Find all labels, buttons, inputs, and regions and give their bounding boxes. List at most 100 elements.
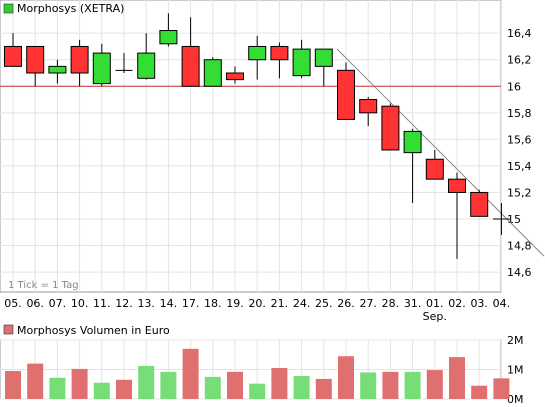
volume-bar — [227, 371, 243, 399]
volume-bar — [93, 382, 110, 399]
candle — [26, 45, 45, 87]
volume-bar — [338, 356, 354, 399]
price-y-tick-label: 15,4 — [507, 160, 532, 173]
volume-bar — [27, 363, 44, 399]
candle — [159, 13, 178, 47]
candle-body-up — [248, 45, 267, 61]
price-legend-swatch — [3, 3, 14, 14]
x-tick-label: 25. — [315, 297, 333, 310]
x-tick-label: 21. — [271, 297, 289, 310]
month-label: Sep. — [423, 310, 447, 323]
x-tick-label: 03. — [470, 297, 488, 310]
candle — [115, 53, 133, 73]
candle-body-down — [425, 158, 444, 180]
price-y-tick-label: 15,6 — [507, 133, 532, 146]
price-y-tick-label: 15,2 — [507, 186, 532, 199]
candle-body-up — [48, 65, 67, 74]
x-tick-label: 11. — [93, 297, 111, 310]
candle-body-down — [181, 45, 200, 87]
candle-body-down — [448, 178, 466, 193]
volume-bar — [382, 371, 399, 399]
x-tick-label: 05. — [4, 297, 22, 310]
volume-bar — [449, 357, 465, 399]
candle — [92, 43, 111, 87]
x-tick-label: 06. — [26, 297, 44, 310]
candle — [226, 66, 244, 84]
volume-bar — [426, 370, 443, 399]
volume-bar — [360, 372, 377, 399]
volume-bar — [471, 385, 488, 399]
price-y-tick-label: 14,6 — [507, 266, 532, 279]
candle — [492, 203, 510, 235]
price-y-tick-label: 16,4 — [507, 27, 532, 40]
x-tick-label: 02. — [448, 297, 466, 310]
candle — [270, 42, 289, 79]
candle-body-down — [470, 191, 489, 217]
volume-bar — [138, 365, 155, 399]
volume-bar — [249, 383, 266, 399]
candle-body-down — [4, 45, 22, 67]
x-tick-label: 26. — [337, 297, 355, 310]
x-tick-label: 19. — [226, 297, 244, 310]
x-tick-label: 31. — [404, 297, 422, 310]
candle-body-up — [92, 52, 111, 85]
x-tick-label: 04. — [493, 297, 511, 310]
volume-bar — [404, 371, 421, 399]
candle-body-down — [70, 45, 89, 74]
candle-body-down — [381, 105, 400, 151]
candle-body-up — [137, 52, 156, 79]
volume-legend-label: Morphosys Volumen in Euro — [17, 324, 170, 337]
candle — [448, 172, 466, 259]
x-tick-label: 17. — [182, 297, 200, 310]
trend-line — [336, 48, 545, 257]
volume-bar — [204, 376, 221, 399]
volume-bar — [271, 368, 288, 399]
price-panel-frame — [0, 0, 502, 293]
x-tick-label: 20. — [248, 297, 266, 310]
candles — [4, 13, 510, 259]
price-y-tick-label: 16,2 — [507, 54, 532, 67]
candle — [470, 189, 489, 217]
x-tick-label: 01. — [426, 297, 444, 310]
x-tick-label: 12. — [115, 297, 133, 310]
candle-body-down — [270, 45, 289, 61]
candle-body-down — [337, 69, 355, 120]
candle — [203, 57, 222, 87]
candle — [70, 39, 89, 87]
candle — [425, 149, 444, 180]
candle-body-up — [292, 48, 311, 77]
volume-y-tick-label: 2M — [507, 334, 524, 347]
candle — [403, 128, 422, 204]
x-tick-label: 28. — [382, 297, 400, 310]
x-tick-label: 14. — [160, 297, 178, 310]
candle — [181, 17, 200, 87]
x-tick-label: 18. — [204, 297, 222, 310]
candle — [359, 96, 378, 127]
candle-body-down — [359, 99, 378, 114]
x-tick-label: 24. — [293, 297, 311, 310]
price-y-tick-label: 14,8 — [507, 240, 532, 253]
candle — [337, 62, 355, 120]
volume-bar — [160, 371, 177, 399]
x-axis: 05. 06. 07. 10. 11. 12. 13. 14. 17. 18. 19. 20. 21. 2… — [4, 297, 510, 310]
x-tick-label: 10. — [71, 297, 89, 310]
volume-y-tick-label: 0M — [507, 393, 524, 406]
volume-bar — [315, 378, 332, 399]
x-tick-label: 07. — [49, 297, 67, 310]
price-y-tick-label: 15,8 — [507, 107, 532, 120]
volume-bar — [293, 375, 310, 399]
candle — [292, 39, 311, 79]
candle-body-up — [403, 130, 422, 154]
volume-legend-swatch — [3, 324, 14, 335]
price-y-tick-label: 16 — [507, 80, 521, 93]
candle-body-up — [203, 59, 222, 87]
volume-bar — [71, 368, 88, 399]
tick-note: 1 Tick = 1 Tag — [8, 280, 79, 291]
price-legend-label: Morphosys (XETRA) — [17, 2, 124, 15]
volume-y-tick-label: 1M — [507, 364, 524, 377]
volume-bar — [182, 348, 199, 399]
candle-body-up — [159, 30, 178, 45]
